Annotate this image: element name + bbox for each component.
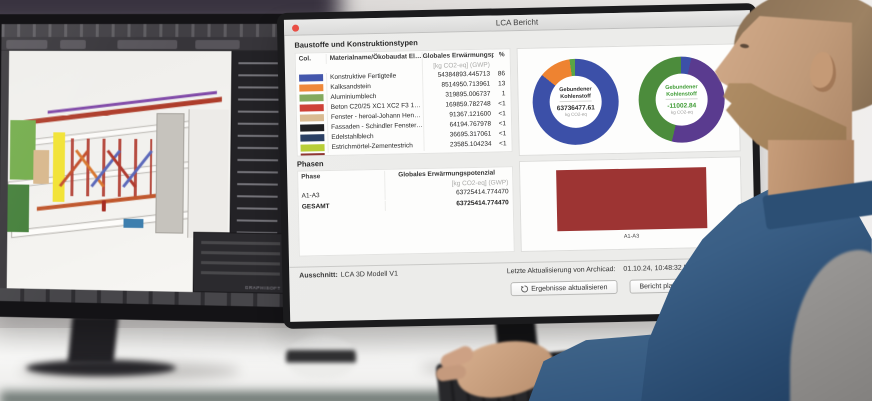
model-shape: [9, 120, 36, 180]
material-gwp: 23585.104234: [423, 139, 496, 152]
cad-tool-options-bar: [1, 36, 289, 52]
phase-name: GESAMT: [301, 202, 330, 211]
donut-title: Gebundener Kohlenstoff: [665, 84, 698, 98]
left-monitor: GRAPHISOFT: [0, 13, 299, 324]
donut-unit: kg CO2-eq: [670, 109, 693, 115]
footer-status-row: Ausschnitt: LCA 3D Modell V1 Letzte Aktua…: [299, 264, 703, 279]
last-update: Letzte Aktualisierung von Archicad: 01.10…: [507, 264, 703, 275]
refresh-icon: [520, 285, 528, 293]
cad-dropdown[interactable]: [60, 39, 86, 49]
col-header-name: Materialname/Ökobaudat Elemente: [325, 51, 422, 64]
material-name: Estrichmörtel-Zementestrich: [327, 141, 424, 154]
cad-screen: GRAPHISOFT: [0, 23, 289, 308]
window-content: Baustoffe und Konstruktionstypen Col. Ma…: [284, 26, 756, 322]
material-percent: <1: [499, 140, 507, 148]
cad-toolbar: [1, 23, 289, 38]
model-shape: [123, 218, 144, 229]
model-shape: [52, 132, 66, 202]
donut-unit: kg CO2-eq: [564, 111, 587, 117]
donut-center: Gebundener Kohlenstoff -11002.84 kg CO2-…: [655, 73, 709, 127]
phase-gwp: 63725414.774470: [384, 197, 513, 211]
cad-dropdown[interactable]: [117, 39, 178, 49]
tape-roll: [286, 336, 356, 380]
view-name: Ausschnitt: LCA 3D Modell V1: [299, 271, 398, 280]
update-label: Letzte Aktualisierung von Archicad:: [506, 266, 616, 276]
material-color-swatch: [300, 123, 325, 132]
graphisoft-label: GRAPHISOFT: [244, 285, 281, 291]
donut-center: Gebundener Kohlenstoff 63736477.61 kg CO…: [549, 75, 603, 129]
lca-report-window: LCA Bericht Baustoffe und Konstruktionst…: [283, 10, 757, 322]
person-head: [706, 0, 872, 230]
material-color-swatch: [299, 103, 324, 112]
donut-title: Gebundener Kohlenstoff: [559, 86, 592, 100]
right-monitor: LCA Bericht Baustoffe und Konstruktionst…: [276, 3, 764, 329]
material-percent: <1: [498, 130, 507, 138]
material-percent: 86: [497, 70, 506, 78]
model-shape: [33, 149, 50, 184]
phase-bar: [556, 167, 708, 232]
material-percent: <1: [498, 100, 506, 108]
model-human-figure: [101, 200, 106, 212]
materials-heading: Baustoffe und Konstruktionstypen: [294, 38, 418, 50]
material-percent: 1: [501, 90, 506, 98]
footer-buttons: Ergebnisse aktualisieren Bericht platzie…: [510, 278, 704, 297]
view-label: Ausschnitt:: [299, 271, 338, 280]
col-header-percent: %: [498, 50, 505, 58]
material-color-swatch: [300, 143, 325, 152]
material-percent: <1: [498, 110, 506, 118]
cad-dropdown[interactable]: [195, 39, 240, 49]
col-header-color: Col.: [298, 54, 312, 63]
material-percent: 13: [497, 80, 506, 88]
refresh-results-button[interactable]: Ergebnisse aktualisieren: [510, 279, 618, 297]
material-color-swatch: [300, 133, 325, 142]
material-color-swatch: [299, 93, 324, 102]
col-header-phase: Phase: [301, 172, 321, 181]
model-shape: [187, 109, 229, 239]
phases-table: Phase Globales Erwärmungspotenzial [kg C…: [297, 166, 515, 257]
donut-chart-embodied-carbon: Gebundener Kohlenstoff 63736477.61 kg CO…: [531, 57, 620, 146]
left-monitor-base: [26, 360, 176, 376]
model-shape: [155, 113, 185, 234]
material-color-swatch: [299, 73, 324, 82]
material-color-swatch: [299, 83, 324, 92]
materials-table: Col. Materialname/Ökobaudat Elemente Glo…: [294, 48, 513, 157]
person-ear: [810, 52, 836, 92]
material-percent: <1: [498, 120, 507, 128]
cad-dropdown[interactable]: [6, 39, 48, 49]
left-monitor-stand: [67, 316, 119, 364]
model-shape: [7, 184, 30, 233]
view-value: LCA 3D Modell V1: [340, 270, 399, 279]
desk-edge-shadow: [0, 391, 740, 401]
phases-heading: Phasen: [296, 159, 324, 169]
material-color-swatch: [299, 113, 325, 122]
